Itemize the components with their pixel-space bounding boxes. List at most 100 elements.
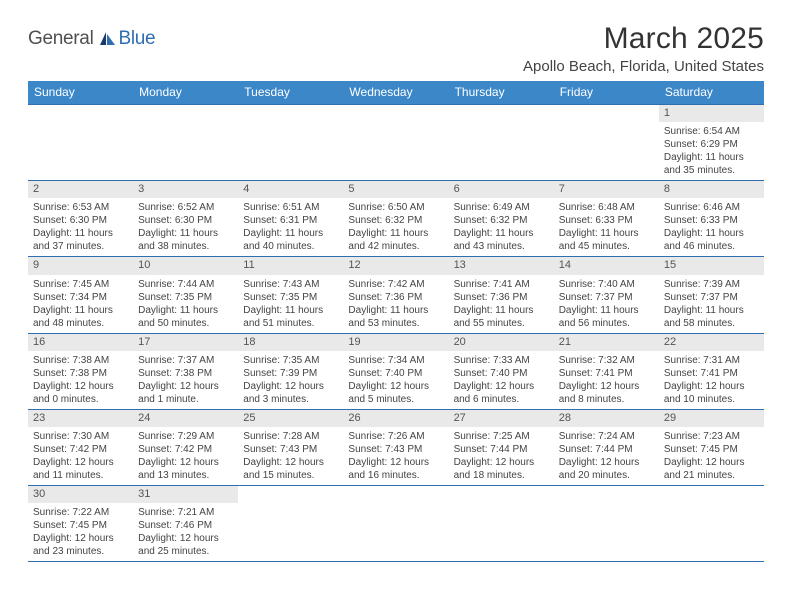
- day-number: 21: [554, 334, 659, 351]
- calendar-empty-cell: [28, 105, 133, 181]
- calendar-day-cell: 5Sunrise: 6:50 AMSunset: 6:32 PMDaylight…: [343, 181, 448, 257]
- calendar-empty-cell: [343, 485, 448, 561]
- sunset-line: Sunset: 7:46 PM: [138, 519, 233, 532]
- day-number: 29: [659, 410, 764, 427]
- calendar-week-row: 23Sunrise: 7:30 AMSunset: 7:42 PMDayligh…: [28, 409, 764, 485]
- title-block: March 2025 Apollo Beach, Florida, United…: [523, 22, 764, 75]
- sunset-line: Sunset: 7:42 PM: [33, 443, 128, 456]
- day-details: Sunrise: 7:28 AMSunset: 7:43 PMDaylight:…: [238, 427, 343, 485]
- day-number: 22: [659, 334, 764, 351]
- day-number: 7: [554, 181, 659, 198]
- sunset-line: Sunset: 7:35 PM: [243, 291, 338, 304]
- daylight-line: Daylight: 11 hours and 48 minutes.: [33, 304, 128, 330]
- day-number: 28: [554, 410, 659, 427]
- sunset-line: Sunset: 7:38 PM: [138, 367, 233, 380]
- sunset-line: Sunset: 7:44 PM: [559, 443, 654, 456]
- sunrise-line: Sunrise: 7:42 AM: [348, 278, 443, 291]
- calendar-day-cell: 10Sunrise: 7:44 AMSunset: 7:35 PMDayligh…: [133, 257, 238, 333]
- day-details: Sunrise: 7:44 AMSunset: 7:35 PMDaylight:…: [133, 275, 238, 333]
- sunset-line: Sunset: 7:37 PM: [559, 291, 654, 304]
- sunset-line: Sunset: 6:29 PM: [664, 138, 759, 151]
- day-number: 16: [28, 334, 133, 351]
- day-number: 24: [133, 410, 238, 427]
- daylight-line: Daylight: 12 hours and 0 minutes.: [33, 380, 128, 406]
- daylight-line: Daylight: 12 hours and 11 minutes.: [33, 456, 128, 482]
- day-details: Sunrise: 7:23 AMSunset: 7:45 PMDaylight:…: [659, 427, 764, 485]
- calendar-header-row: SundayMondayTuesdayWednesdayThursdayFrid…: [28, 81, 764, 105]
- calendar-day-cell: 8Sunrise: 6:46 AMSunset: 6:33 PMDaylight…: [659, 181, 764, 257]
- day-details: Sunrise: 7:24 AMSunset: 7:44 PMDaylight:…: [554, 427, 659, 485]
- daylight-line: Daylight: 12 hours and 23 minutes.: [33, 532, 128, 558]
- sunset-line: Sunset: 6:32 PM: [454, 214, 549, 227]
- sunrise-line: Sunrise: 6:50 AM: [348, 201, 443, 214]
- day-details: Sunrise: 6:46 AMSunset: 6:33 PMDaylight:…: [659, 198, 764, 256]
- daylight-line: Daylight: 12 hours and 25 minutes.: [138, 532, 233, 558]
- sunset-line: Sunset: 6:30 PM: [138, 214, 233, 227]
- sunset-line: Sunset: 7:40 PM: [348, 367, 443, 380]
- month-title: March 2025: [523, 22, 764, 56]
- calendar-week-row: 9Sunrise: 7:45 AMSunset: 7:34 PMDaylight…: [28, 257, 764, 333]
- calendar-day-cell: 30Sunrise: 7:22 AMSunset: 7:45 PMDayligh…: [28, 485, 133, 561]
- daylight-line: Daylight: 12 hours and 20 minutes.: [559, 456, 654, 482]
- calendar-day-cell: 1Sunrise: 6:54 AMSunset: 6:29 PMDaylight…: [659, 105, 764, 181]
- day-details: Sunrise: 7:29 AMSunset: 7:42 PMDaylight:…: [133, 427, 238, 485]
- calendar-day-cell: 4Sunrise: 6:51 AMSunset: 6:31 PMDaylight…: [238, 181, 343, 257]
- day-number: 6: [449, 181, 554, 198]
- calendar-day-cell: 21Sunrise: 7:32 AMSunset: 7:41 PMDayligh…: [554, 333, 659, 409]
- sunrise-line: Sunrise: 7:30 AM: [33, 430, 128, 443]
- calendar-day-cell: 6Sunrise: 6:49 AMSunset: 6:32 PMDaylight…: [449, 181, 554, 257]
- calendar-table: SundayMondayTuesdayWednesdayThursdayFrid…: [28, 81, 764, 562]
- day-number: 25: [238, 410, 343, 427]
- sunrise-line: Sunrise: 6:46 AM: [664, 201, 759, 214]
- day-number: 10: [133, 257, 238, 274]
- day-details: Sunrise: 7:25 AMSunset: 7:44 PMDaylight:…: [449, 427, 554, 485]
- sunset-line: Sunset: 6:33 PM: [559, 214, 654, 227]
- day-details: Sunrise: 6:51 AMSunset: 6:31 PMDaylight:…: [238, 198, 343, 256]
- day-details: Sunrise: 7:32 AMSunset: 7:41 PMDaylight:…: [554, 351, 659, 409]
- calendar-day-cell: 26Sunrise: 7:26 AMSunset: 7:43 PMDayligh…: [343, 409, 448, 485]
- sunset-line: Sunset: 7:36 PM: [348, 291, 443, 304]
- sail-icon: [99, 31, 117, 46]
- calendar-day-cell: 2Sunrise: 6:53 AMSunset: 6:30 PMDaylight…: [28, 181, 133, 257]
- calendar-day-cell: 27Sunrise: 7:25 AMSunset: 7:44 PMDayligh…: [449, 409, 554, 485]
- daylight-line: Daylight: 11 hours and 55 minutes.: [454, 304, 549, 330]
- calendar-day-cell: 22Sunrise: 7:31 AMSunset: 7:41 PMDayligh…: [659, 333, 764, 409]
- sunset-line: Sunset: 7:34 PM: [33, 291, 128, 304]
- sunrise-line: Sunrise: 7:38 AM: [33, 354, 128, 367]
- sunset-line: Sunset: 7:41 PM: [664, 367, 759, 380]
- sunrise-line: Sunrise: 6:51 AM: [243, 201, 338, 214]
- calendar-day-cell: 15Sunrise: 7:39 AMSunset: 7:37 PMDayligh…: [659, 257, 764, 333]
- daylight-line: Daylight: 11 hours and 42 minutes.: [348, 227, 443, 253]
- day-number: 12: [343, 257, 448, 274]
- calendar-week-row: 1Sunrise: 6:54 AMSunset: 6:29 PMDaylight…: [28, 105, 764, 181]
- sunrise-line: Sunrise: 6:52 AM: [138, 201, 233, 214]
- daylight-line: Daylight: 12 hours and 13 minutes.: [138, 456, 233, 482]
- calendar-day-cell: 7Sunrise: 6:48 AMSunset: 6:33 PMDaylight…: [554, 181, 659, 257]
- day-number: 5: [343, 181, 448, 198]
- daylight-line: Daylight: 11 hours and 56 minutes.: [559, 304, 654, 330]
- calendar-day-cell: 16Sunrise: 7:38 AMSunset: 7:38 PMDayligh…: [28, 333, 133, 409]
- calendar-day-cell: 25Sunrise: 7:28 AMSunset: 7:43 PMDayligh…: [238, 409, 343, 485]
- daylight-line: Daylight: 11 hours and 37 minutes.: [33, 227, 128, 253]
- calendar-day-cell: 19Sunrise: 7:34 AMSunset: 7:40 PMDayligh…: [343, 333, 448, 409]
- day-details: Sunrise: 7:21 AMSunset: 7:46 PMDaylight:…: [133, 503, 238, 561]
- sunrise-line: Sunrise: 6:54 AM: [664, 125, 759, 138]
- day-details: Sunrise: 7:39 AMSunset: 7:37 PMDaylight:…: [659, 275, 764, 333]
- calendar-day-cell: 29Sunrise: 7:23 AMSunset: 7:45 PMDayligh…: [659, 409, 764, 485]
- daylight-line: Daylight: 12 hours and 5 minutes.: [348, 380, 443, 406]
- location: Apollo Beach, Florida, United States: [523, 58, 764, 75]
- daylight-line: Daylight: 12 hours and 6 minutes.: [454, 380, 549, 406]
- day-number: 27: [449, 410, 554, 427]
- calendar-day-cell: 28Sunrise: 7:24 AMSunset: 7:44 PMDayligh…: [554, 409, 659, 485]
- day-details: Sunrise: 7:34 AMSunset: 7:40 PMDaylight:…: [343, 351, 448, 409]
- day-details: Sunrise: 7:35 AMSunset: 7:39 PMDaylight:…: [238, 351, 343, 409]
- day-number: 15: [659, 257, 764, 274]
- sunrise-line: Sunrise: 7:34 AM: [348, 354, 443, 367]
- calendar-day-cell: 17Sunrise: 7:37 AMSunset: 7:38 PMDayligh…: [133, 333, 238, 409]
- sunset-line: Sunset: 7:45 PM: [664, 443, 759, 456]
- day-details: Sunrise: 7:22 AMSunset: 7:45 PMDaylight:…: [28, 503, 133, 561]
- day-details: Sunrise: 7:43 AMSunset: 7:35 PMDaylight:…: [238, 275, 343, 333]
- sunset-line: Sunset: 7:40 PM: [454, 367, 549, 380]
- calendar-day-cell: 18Sunrise: 7:35 AMSunset: 7:39 PMDayligh…: [238, 333, 343, 409]
- calendar-day-cell: 13Sunrise: 7:41 AMSunset: 7:36 PMDayligh…: [449, 257, 554, 333]
